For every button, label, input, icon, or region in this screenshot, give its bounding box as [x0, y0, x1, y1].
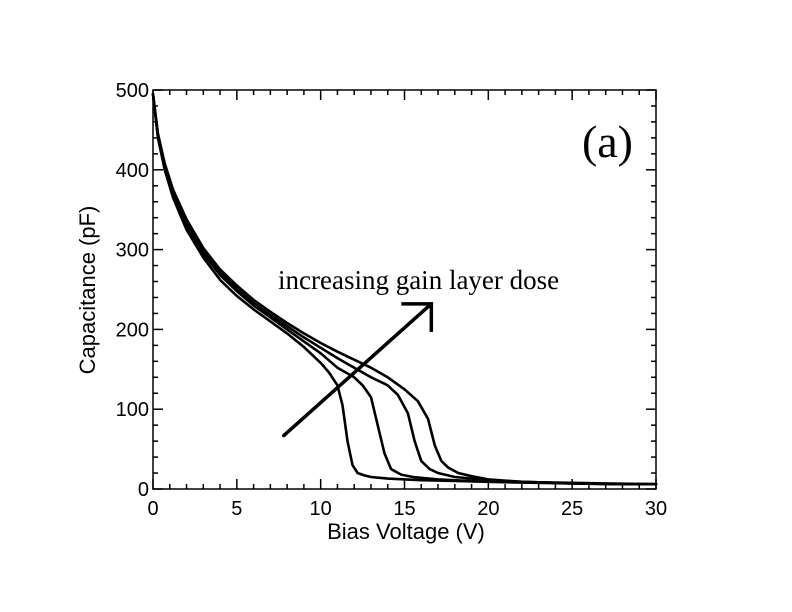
y-tick-labels: 0 100 200 300 400 500	[116, 80, 149, 501]
y-tick-label: 0	[138, 479, 149, 501]
series-line-curve-2	[151, 92, 658, 486]
arrow-shaft	[282, 302, 434, 438]
x-tick-label: 25	[561, 498, 583, 520]
x-tick-label: 10	[310, 498, 332, 520]
y-tick-label: 400	[116, 160, 149, 182]
y-tick-label: 500	[116, 80, 149, 102]
y-tick-label: 200	[116, 319, 149, 341]
x-tick-label: 0	[147, 498, 158, 520]
x-tick-label: 20	[477, 498, 499, 520]
x-tick-label: 15	[393, 498, 415, 520]
x-tick-label: 5	[231, 498, 242, 520]
panel-label: (a)	[582, 116, 633, 167]
x-axis-title: Bias Voltage (V)	[327, 519, 485, 544]
x-tick-label: 30	[645, 498, 667, 520]
y-axis-title: Capacitance (pF)	[75, 206, 100, 375]
annotation-text: increasing gain layer dose	[278, 265, 559, 295]
series-line-curve-3	[151, 92, 658, 486]
y-tick-label: 300	[116, 240, 149, 262]
y-tick-label: 100	[116, 399, 149, 421]
arrow-head	[401, 302, 434, 332]
annotation-arrow	[282, 302, 434, 438]
x-tick-labels: 0 5 10 15 20 25 30	[147, 498, 667, 520]
